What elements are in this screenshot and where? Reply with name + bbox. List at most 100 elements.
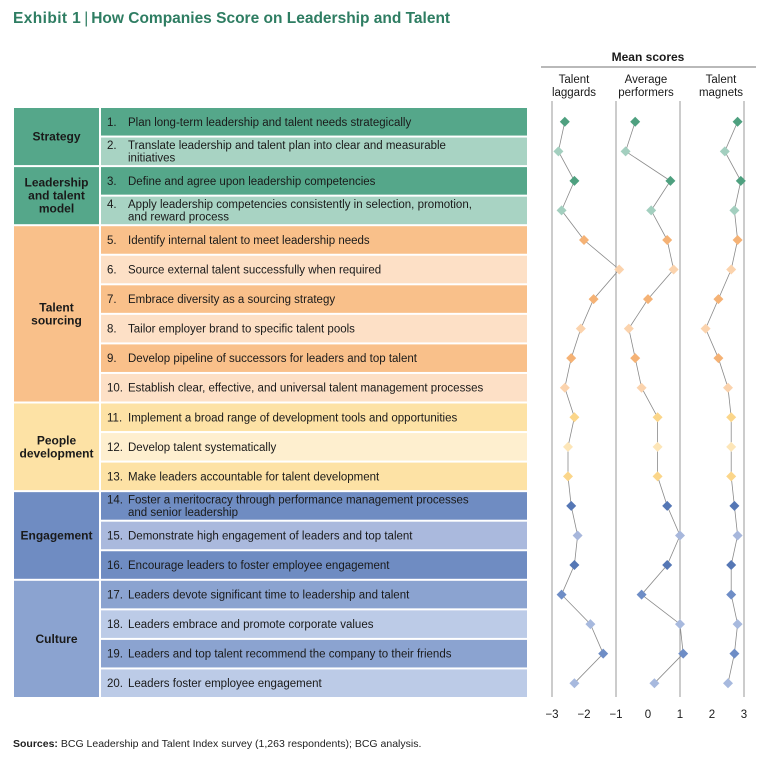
data-point-average — [665, 175, 676, 186]
group-label-bg — [14, 492, 99, 579]
data-point-magnets — [726, 471, 737, 482]
category-row-bg — [101, 137, 527, 166]
category-label: Develop pipeline of successors for leade… — [128, 353, 418, 365]
data-point-laggards — [559, 382, 570, 393]
group-label: Leadership — [24, 176, 88, 190]
axis-tick-label: 3 — [741, 709, 747, 721]
group-label: Culture — [36, 632, 78, 646]
category-row-bg — [101, 580, 527, 609]
category-row-bg — [101, 551, 527, 579]
data-point-laggards — [588, 294, 599, 305]
category-label: Plan long-term leadership and talent nee… — [128, 117, 411, 129]
data-point-magnets — [732, 619, 743, 630]
data-point-magnets — [732, 116, 743, 127]
data-point-average — [620, 146, 631, 157]
data-point-magnets — [732, 530, 743, 541]
data-point-laggards — [566, 500, 577, 511]
data-point-laggards — [569, 560, 580, 571]
category-number: 12. — [107, 442, 123, 454]
category-row-bg — [101, 285, 527, 313]
category-number: 3. — [107, 176, 117, 188]
series-line-average — [625, 121, 684, 684]
data-point-magnets — [729, 205, 740, 216]
axis-tick-label: −1 — [609, 709, 622, 721]
category-row-bg — [101, 108, 527, 136]
group-label: sourcing — [31, 313, 82, 327]
category-label: Implement a broad range of development t… — [128, 412, 457, 424]
data-point-laggards — [579, 234, 589, 245]
data-point-laggards — [598, 648, 609, 659]
data-point-laggards — [563, 441, 573, 452]
group-label: People — [37, 433, 77, 447]
category-number: 1. — [107, 117, 117, 129]
data-point-laggards — [556, 205, 567, 216]
series-header: magnets — [699, 87, 743, 99]
category-label: and reward process — [128, 211, 229, 223]
category-label: Leaders embrace and promote corporate va… — [128, 619, 374, 631]
group-label: Talent — [39, 300, 73, 314]
data-point-laggards — [572, 530, 583, 541]
series-header: Talent — [706, 74, 737, 86]
category-number: 10. — [107, 383, 123, 395]
data-point-magnets — [726, 441, 737, 452]
data-point-average — [662, 500, 673, 511]
data-point-magnets — [723, 382, 733, 393]
category-label: Develop talent systematically — [128, 442, 277, 454]
data-point-magnets — [732, 234, 743, 245]
group-label-bg — [14, 580, 99, 697]
group-label-bg — [14, 108, 99, 166]
data-point-magnets — [723, 678, 733, 689]
category-label: Tailor employer brand to specific talent… — [128, 324, 355, 336]
category-label: Apply leadership competencies consistent… — [128, 199, 472, 211]
data-point-average — [662, 560, 673, 571]
source-text: BCG Leadership and Talent Index survey (… — [60, 738, 422, 750]
data-point-laggards — [569, 678, 580, 689]
category-row-bg — [101, 226, 527, 254]
category-row-bg — [101, 373, 527, 402]
category-label: Define and agree upon leadership compete… — [128, 176, 376, 188]
data-point-laggards — [569, 412, 580, 423]
data-point-laggards — [566, 353, 577, 364]
source-note: Sources: BCG Leadership and Talent Index… — [13, 738, 421, 750]
data-point-average — [662, 234, 673, 245]
data-point-average — [623, 323, 634, 334]
category-row-bg — [101, 610, 527, 638]
data-point-average — [652, 471, 663, 482]
data-point-laggards — [569, 175, 580, 186]
axis-tick-label: −2 — [577, 709, 590, 721]
category-row-bg — [101, 433, 527, 461]
data-point-magnets — [726, 560, 737, 571]
category-number: 9. — [107, 353, 117, 365]
data-point-magnets — [719, 146, 730, 157]
category-number: 7. — [107, 294, 117, 306]
category-number: 8. — [107, 324, 117, 336]
category-label: Source external talent successfully when… — [128, 265, 381, 277]
data-point-laggards — [563, 471, 573, 482]
source-label: Sources: — [13, 738, 58, 750]
group-label: Engagement — [20, 528, 92, 542]
category-label: Leaders and top talent recommend the com… — [128, 649, 452, 661]
group-label-bg — [14, 403, 99, 491]
category-label: Leaders foster employee engagement — [128, 678, 323, 690]
category-row-bg — [101, 403, 527, 432]
data-point-laggards — [556, 589, 567, 600]
group-label: model — [39, 202, 74, 216]
category-number: 19. — [107, 649, 123, 661]
group-label-bg — [14, 226, 99, 402]
category-row-bg — [101, 462, 527, 491]
category-label: Foster a meritocracy through performance… — [128, 494, 469, 506]
data-point-average — [678, 648, 689, 659]
group-label: development — [19, 446, 93, 460]
category-row-bg — [101, 521, 527, 550]
data-point-average — [675, 530, 685, 541]
data-point-magnets — [726, 589, 737, 600]
series-header: laggards — [552, 87, 596, 99]
data-point-laggards — [614, 264, 625, 275]
category-label: Establish clear, effective, and universa… — [128, 383, 483, 395]
category-row-bg — [101, 255, 527, 284]
chart: 1. Plan long-term leadership and talent n… — [14, 50, 756, 721]
data-point-average — [630, 353, 641, 364]
exhibit-title: Exhibit 1 | How Companies Score on Leaders… — [13, 10, 450, 28]
mean-scores-title: Mean scores — [612, 50, 685, 64]
category-row-bg — [101, 344, 527, 372]
